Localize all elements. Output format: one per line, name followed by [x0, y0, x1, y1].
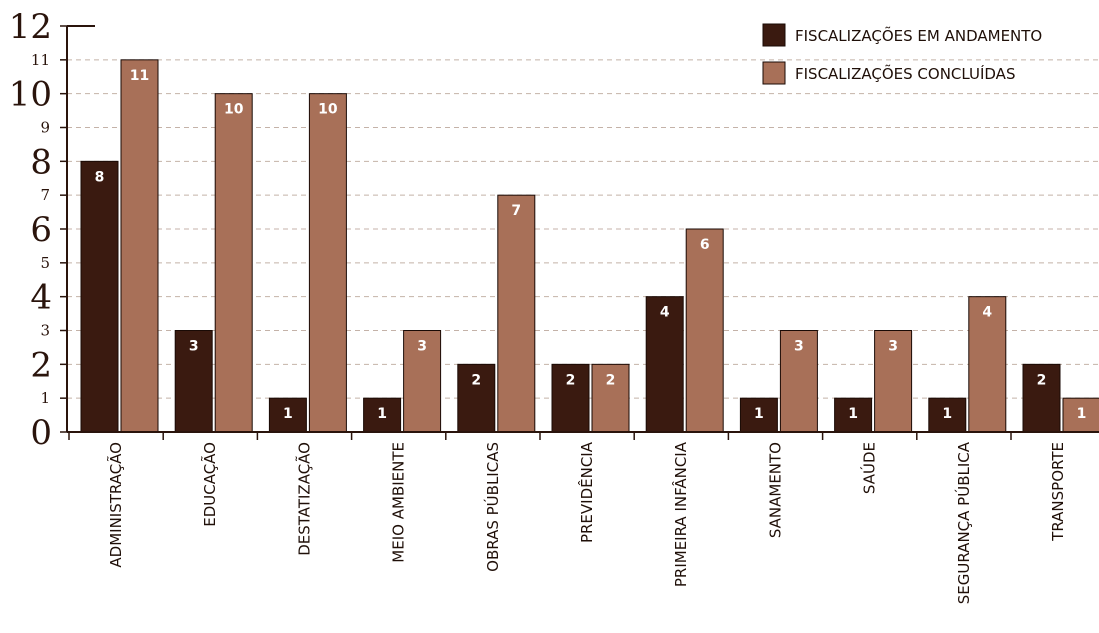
data-label: 11: [130, 68, 149, 84]
data-label: 1: [754, 406, 764, 422]
data-label: 10: [318, 102, 338, 118]
category-label: MEIO AMBIENTE: [390, 442, 408, 563]
bar-concluidas: [120, 59, 159, 433]
bar-concluidas: [214, 93, 253, 433]
data-label: 2: [566, 372, 576, 388]
data-label: 4: [982, 305, 992, 321]
y-tick-label: 5: [40, 254, 50, 272]
category-label: ADMINISTRAÇÃO: [106, 442, 125, 568]
legend-label-andamento: FISCALIZAÇÕES EM ANDAMENTO: [795, 26, 1042, 45]
category-labels: ADMINISTRAÇÃO EDUCAÇÃO DESTATIZAÇÃO MEIO AM…: [106, 441, 1067, 604]
category-label: SEGURANÇA PÚBLICA: [954, 441, 973, 604]
bar-andamento: [928, 397, 967, 433]
y-tick-label: 10: [9, 75, 52, 115]
data-label: 1: [848, 406, 858, 422]
y-tick-label: 2: [30, 345, 52, 385]
data-label: 3: [888, 339, 898, 355]
legend-label-concluidas: FISCALIZAÇÕES CONCLUÍDAS: [795, 64, 1015, 83]
category-label: PRIMEIRA INFÂNCIA: [671, 441, 690, 587]
data-label: 2: [606, 372, 616, 388]
bar-andamento: [645, 296, 684, 433]
bar-concluidas: [779, 330, 818, 433]
y-tick-label: 9: [40, 119, 50, 137]
bar-andamento: [363, 397, 402, 433]
bar-andamento: [834, 397, 873, 433]
bar-andamento: [457, 363, 496, 433]
y-tick-label: 11: [31, 51, 50, 69]
category-label: OBRAS PÚBLICAS: [483, 442, 502, 572]
data-label: 10: [224, 102, 244, 118]
bar-andamento: [551, 363, 590, 433]
category-label: SANAMENTO: [766, 442, 784, 538]
data-label: 2: [1037, 372, 1047, 388]
category-label: PREVIDÊNCIA: [577, 441, 596, 543]
data-label: 4: [660, 305, 670, 321]
data-label: 8: [95, 169, 105, 185]
bar-andamento: [268, 397, 307, 433]
y-tick-label: 1: [40, 389, 50, 407]
legend-swatch-andamento: [762, 23, 786, 47]
bar-andamento: [80, 160, 119, 433]
data-label: 7: [511, 203, 521, 219]
axes: [60, 25, 1099, 440]
data-label: 6: [700, 237, 710, 253]
legend: FISCALIZAÇÕES EM ANDAMENTO FISCALIZAÇÕES…: [762, 23, 1042, 85]
bar-concluidas: [685, 228, 724, 433]
y-tick-label: 3: [40, 322, 50, 340]
bars: 8 11 3 10 1 10 1 3 2 7 2 2 4 6 1 3 1 3 1 4 2 1: [80, 59, 1099, 433]
data-label: 1: [377, 406, 387, 422]
y-tick-label: 0: [30, 413, 52, 453]
data-label: 2: [471, 372, 481, 388]
y-tick-label: 6: [30, 210, 52, 250]
data-label: 1: [1077, 406, 1087, 422]
data-label: 3: [417, 339, 427, 355]
bar-andamento: [1022, 363, 1061, 433]
bar-concluidas: [1062, 397, 1099, 433]
bar-concluidas: [497, 194, 536, 433]
data-label: 1: [942, 406, 952, 422]
bar-concluidas: [591, 363, 630, 433]
category-label: SAÚDE: [860, 442, 879, 494]
category-label: DESTATIZAÇÃO: [294, 442, 313, 556]
bar-concluidas: [403, 330, 442, 433]
data-label: 3: [794, 339, 804, 355]
data-label: 3: [189, 339, 199, 355]
bar-andamento: [739, 397, 778, 433]
bar-concluidas: [968, 296, 1007, 433]
category-label: EDUCAÇÃO: [200, 442, 219, 527]
legend-swatch-concluidas: [762, 61, 786, 85]
y-tick-label: 12: [9, 7, 52, 47]
bar-concluidas: [308, 93, 347, 433]
y-tick-label: 7: [40, 186, 50, 204]
y-tick-label: 8: [30, 142, 52, 182]
category-label: TRANSPORTE: [1049, 442, 1067, 542]
y-tick-label: 4: [30, 278, 52, 318]
data-label: 1: [283, 406, 293, 422]
bar-concluidas: [874, 330, 913, 433]
bar-andamento: [174, 330, 213, 433]
